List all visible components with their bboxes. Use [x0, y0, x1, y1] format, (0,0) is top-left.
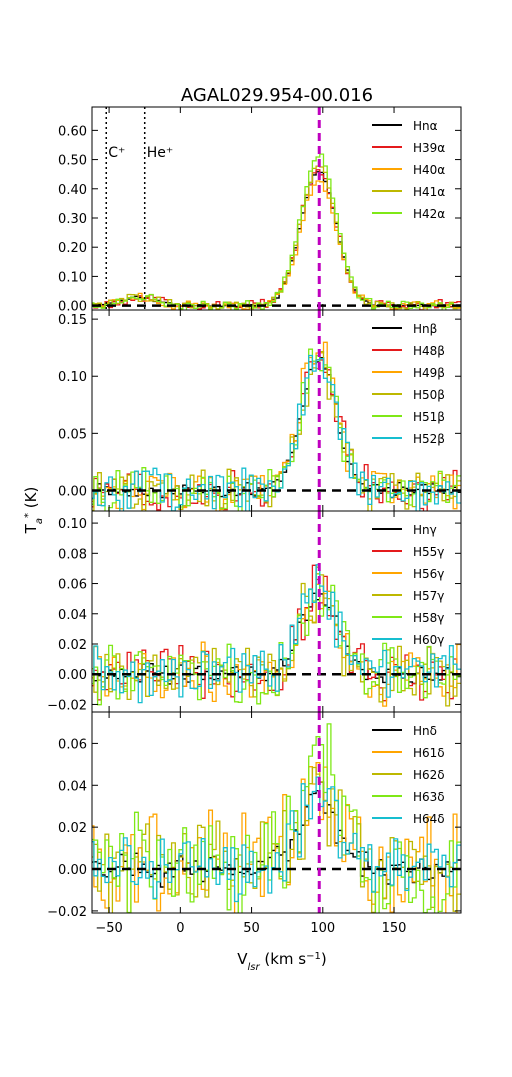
series-beta-5	[92, 354, 461, 511]
series-alpha-1	[92, 169, 461, 310]
legend-label-alpha-0: Hnα	[413, 119, 438, 133]
x-tick-label-2: 50	[243, 921, 260, 936]
legend-label-delta-3: H63δ	[413, 790, 445, 804]
legend-label-gamma-3: H57γ	[413, 589, 444, 603]
series-alpha-0	[92, 171, 461, 308]
y-tick-label-alpha-0: 0.00	[58, 300, 87, 315]
y-tick-label-beta-1: 0.05	[58, 427, 87, 442]
y-tick-label-alpha-1: 0.10	[58, 270, 87, 285]
y-tick-label-delta-0: −0.02	[47, 905, 87, 920]
y-tick-label-gamma-1: 0.00	[58, 668, 87, 683]
series-alpha-4	[92, 153, 461, 310]
legend-label-gamma-2: H56γ	[413, 567, 444, 581]
y-tick-label-gamma-6: 0.10	[58, 517, 87, 532]
legend-label-beta-5: H52β	[413, 432, 445, 446]
panel-delta: −0.02 0.00 0.02 0.04 0.06 Hnδ H61δ H62δ H63δ H64δ	[47, 711, 462, 920]
legend-label-gamma-5: H60γ	[413, 633, 444, 647]
plot-area-delta	[92, 712, 461, 913]
y-tick-label-delta-2: 0.02	[58, 821, 87, 836]
x-tick-label-4: 150	[382, 921, 407, 936]
y-tick-label-delta-1: 0.00	[58, 863, 87, 878]
series-alpha-3	[92, 165, 461, 310]
y-tick-label-delta-4: 0.06	[58, 737, 87, 752]
series-alpha-2	[92, 180, 461, 310]
annotation-label-1: He⁺	[147, 145, 174, 161]
y-tick-label-beta-2: 0.10	[58, 370, 87, 385]
axes-frame-alpha	[91, 106, 462, 311]
y-axis-label: Ta* (K)	[22, 487, 45, 535]
legend-label-gamma-1: H55γ	[413, 545, 444, 559]
legend-label-delta-4: H64δ	[413, 812, 445, 826]
panel-beta: 0.00 0.05 0.10 0.15 Hnβ H48β H49β H50β H51β H52β	[58, 309, 462, 512]
plot-area-beta	[92, 310, 461, 511]
series-gamma-4	[92, 566, 461, 706]
legend-label-alpha-1: H39α	[413, 141, 445, 155]
legend-label-beta-2: H49β	[413, 366, 445, 380]
y-tick-label-beta-0: 0.00	[58, 484, 87, 499]
y-tick-label-alpha-6: 0.60	[58, 124, 87, 139]
y-tick-label-delta-3: 0.04	[58, 779, 87, 794]
axes-frame-delta	[91, 711, 462, 914]
legend-label-alpha-3: H41α	[413, 185, 445, 199]
legend-label-beta-4: H51β	[413, 410, 445, 424]
x-tick-label-0: −50	[95, 921, 122, 936]
panels: C⁺ He⁺ 0.00 0.10 0.20 0.30 0.40 0.50 0.60 Hnα H39α…	[47, 106, 462, 936]
legend-label-gamma-0: Hnγ	[413, 523, 437, 537]
chart-title: AGAL029.954-00.016	[181, 85, 373, 106]
y-tick-label-alpha-5: 0.50	[58, 154, 87, 169]
x-tick-label-1: 0	[176, 921, 184, 936]
legend-label-beta-3: H50β	[413, 388, 445, 402]
y-tick-label-gamma-4: 0.06	[58, 578, 87, 593]
y-tick-label-gamma-2: 0.02	[58, 638, 87, 653]
legend-label-beta-0: Hnβ	[413, 322, 437, 336]
y-tick-label-alpha-2: 0.20	[58, 241, 87, 256]
legend-label-delta-2: H62δ	[413, 768, 445, 782]
y-tick-label-alpha-4: 0.40	[58, 183, 87, 198]
y-tick-label-alpha-3: 0.30	[58, 212, 87, 227]
panel-gamma: −0.02 0.00 0.02 0.04 0.06 0.08 0.10 Hnγ H55γ H56γ…	[47, 510, 462, 713]
legend-label-beta-1: H48β	[413, 344, 445, 358]
y-tick-label-gamma-0: −0.02	[47, 698, 87, 713]
panel-alpha: C⁺ He⁺ 0.00 0.10 0.20 0.30 0.40 0.50 0.60 Hnα H39α…	[58, 106, 462, 315]
y-tick-label-beta-3: 0.15	[58, 313, 87, 328]
legend-label-alpha-4: H42α	[413, 207, 445, 221]
legend-label-alpha-2: H40α	[413, 163, 445, 177]
annotation-label-0: C⁺	[108, 145, 125, 161]
x-axis-label: Vlsr (km s−1)	[237, 950, 327, 973]
legend-label-delta-0: Hnδ	[413, 724, 437, 738]
y-tick-label-gamma-3: 0.04	[58, 608, 87, 623]
x-tick-label-3: 100	[310, 921, 335, 936]
x-tick-labels: −50 0 50 100 150	[95, 921, 406, 936]
legend-label-delta-1: H61δ	[413, 746, 445, 760]
y-tick-label-gamma-5: 0.08	[58, 547, 87, 562]
legend-label-gamma-4: H58γ	[413, 611, 444, 625]
plot-area-gamma	[92, 511, 461, 712]
plot-area-alpha	[92, 107, 461, 310]
